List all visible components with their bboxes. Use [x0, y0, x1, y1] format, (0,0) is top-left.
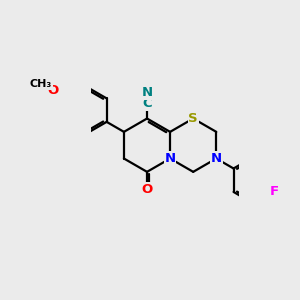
Text: F: F	[270, 185, 279, 199]
Text: N: N	[211, 152, 222, 165]
Text: N: N	[164, 152, 176, 165]
Text: N: N	[142, 86, 153, 99]
Text: O: O	[47, 84, 58, 97]
Text: CH₃: CH₃	[30, 79, 52, 89]
Text: C: C	[142, 98, 152, 110]
Text: S: S	[188, 112, 198, 125]
Text: O: O	[141, 183, 153, 196]
